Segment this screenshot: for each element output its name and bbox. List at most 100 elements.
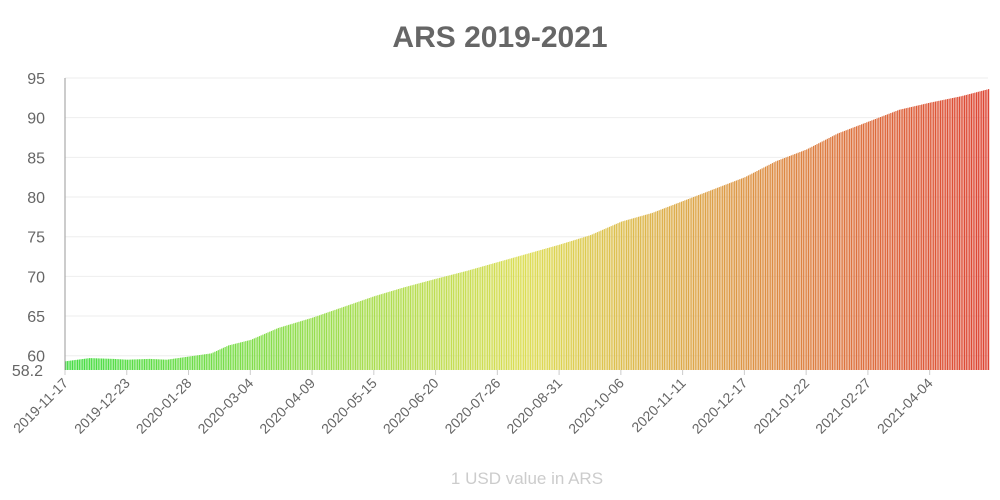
bar [519, 255, 521, 370]
bar [476, 267, 478, 370]
bar [480, 266, 482, 370]
bar [612, 225, 614, 370]
bar [653, 212, 655, 370]
bar [715, 188, 717, 370]
bar [535, 251, 537, 370]
bar [325, 312, 327, 370]
bar [90, 358, 92, 370]
bar [643, 215, 645, 370]
bar [272, 330, 274, 370]
bar [157, 359, 159, 370]
bar [963, 95, 966, 371]
bar [140, 359, 142, 370]
bar [337, 308, 340, 370]
bar [500, 261, 502, 370]
bar [583, 237, 585, 370]
bar [209, 353, 211, 370]
y-tick-label: 95 [27, 71, 45, 88]
bar [224, 346, 226, 370]
bar [562, 243, 564, 370]
bar [281, 326, 283, 370]
bars [65, 89, 990, 371]
bar [128, 359, 130, 370]
bar [639, 216, 641, 370]
bar [716, 187, 719, 370]
bar [764, 166, 767, 370]
bar [487, 265, 489, 370]
bar [234, 343, 237, 370]
x-tick-label: 2020-08-31 [503, 375, 565, 437]
bar [493, 263, 496, 370]
bar [298, 321, 300, 370]
bar [663, 208, 665, 370]
bar [384, 293, 386, 370]
bar [607, 227, 609, 370]
bar [390, 291, 393, 370]
bar [797, 152, 799, 370]
bar [270, 330, 273, 370]
x-tick-label: 2020-11-11 [628, 375, 689, 436]
bar [879, 117, 882, 370]
bar [679, 202, 681, 370]
bar [754, 171, 756, 370]
bar [732, 181, 734, 370]
bar [284, 325, 286, 370]
bar [986, 89, 988, 370]
bar [404, 287, 406, 370]
bar [418, 283, 420, 370]
bar [214, 351, 216, 370]
bar [372, 296, 374, 370]
bar [756, 171, 758, 370]
bar [905, 108, 907, 371]
bar [125, 359, 127, 370]
bar [660, 209, 662, 370]
bar [529, 252, 532, 370]
bar [402, 287, 405, 370]
bar [219, 349, 221, 370]
bar [469, 269, 472, 370]
bar [166, 359, 168, 370]
bar [420, 282, 422, 370]
bar [238, 342, 240, 370]
bar [155, 359, 158, 370]
bar [339, 308, 341, 370]
bar [595, 232, 597, 370]
bar [70, 360, 72, 370]
bar [121, 359, 123, 370]
bar [428, 280, 430, 370]
x-tick-label: 2020-12-17 [689, 375, 751, 437]
bar [181, 357, 183, 370]
bar [317, 315, 319, 370]
bar [511, 258, 513, 370]
bar [439, 277, 441, 370]
bar [893, 111, 895, 370]
bar [289, 324, 291, 370]
bar [516, 256, 518, 370]
bar [600, 230, 602, 370]
bar [191, 356, 194, 370]
bar [250, 339, 252, 370]
bar [440, 277, 442, 370]
bar [164, 359, 166, 370]
bar [505, 259, 508, 370]
x-axis-label: 1 USD value in ARS [451, 469, 603, 488]
bar [97, 358, 99, 370]
bar [171, 358, 173, 370]
bar [662, 208, 664, 370]
bar [324, 313, 326, 370]
bar [864, 122, 866, 371]
bar [886, 114, 889, 371]
bar [650, 213, 652, 370]
bar [795, 153, 798, 370]
bar [509, 258, 511, 370]
bar [262, 334, 264, 370]
y-tick-label: 85 [27, 150, 45, 167]
bar [903, 108, 906, 371]
y-tick-label: 60 [27, 349, 45, 366]
x-tick-label: 2020-04-09 [256, 375, 318, 437]
bar [119, 359, 122, 370]
bar [596, 232, 599, 370]
bar [138, 359, 140, 370]
bar [294, 322, 297, 370]
bar [833, 135, 835, 370]
